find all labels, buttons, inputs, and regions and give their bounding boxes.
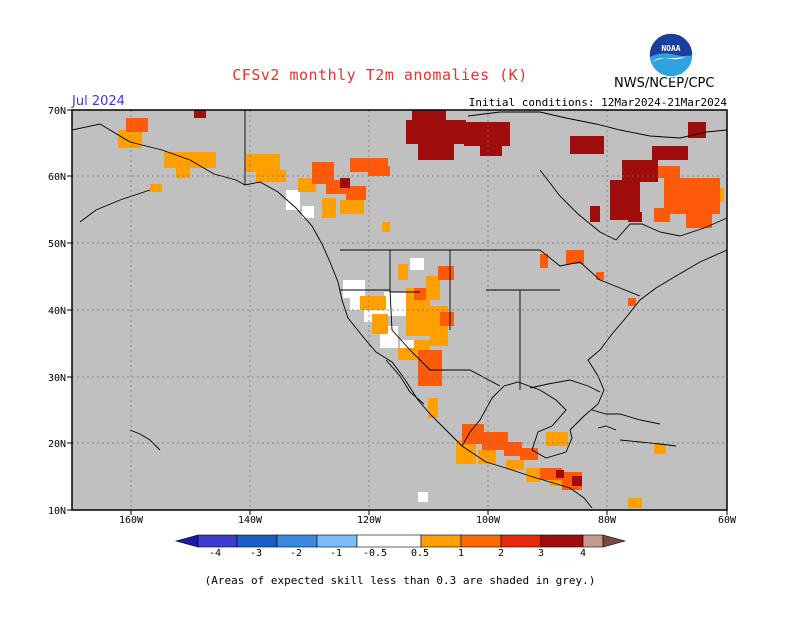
legend-swatch (356, 534, 422, 548)
legend-tick-label: -2 (290, 548, 302, 559)
legend-swatch (582, 534, 604, 548)
skill-footnote: (Areas of expected skill less than 0.3 a… (204, 574, 596, 587)
gridlines (72, 110, 727, 510)
lat-label: 20N (48, 439, 66, 450)
legend-tick-label: -0.5 (363, 548, 387, 559)
legend-swatch (197, 534, 238, 548)
legend-swatch (602, 534, 627, 548)
initial-conditions-label: Initial conditions: 12Mar2024-21Mar2024 (468, 96, 727, 109)
legend-tick-label: -4 (209, 548, 221, 559)
anomaly-2-3-patches (194, 110, 706, 486)
legend-swatch (540, 534, 584, 548)
lat-label: 70N (48, 106, 66, 117)
valid-month-label: Jul 2024 (72, 94, 125, 109)
legend-tick-label: 2 (498, 548, 504, 559)
lat-label: 10N (48, 506, 66, 517)
anomaly-map: 70N 60N 50N 40N 30N 20N 10N 160W 140W 12… (48, 106, 737, 526)
lat-label: 50N (48, 239, 66, 250)
color-legend: -4 -3 -2 -1 -0.5 0.5 1 2 3 4 (174, 534, 627, 559)
legend-tick-label: 4 (580, 548, 586, 559)
legend-swatch (316, 534, 358, 548)
lon-label: 120W (357, 515, 382, 526)
legend-tick-label: -1 (330, 548, 342, 559)
map-title: CFSv2 monthly T2m anomalies (K) (232, 66, 528, 84)
lat-label: 30N (48, 373, 66, 384)
legend-tick-label: -3 (250, 548, 262, 559)
legend-swatch (420, 534, 462, 548)
organization-label: NWS/NCEP/CPC (614, 76, 715, 91)
lon-label: 140W (238, 515, 263, 526)
legend-tick-label: 0.5 (411, 548, 429, 559)
legend-tick-label: 1 (458, 548, 464, 559)
lat-label: 40N (48, 306, 66, 317)
legend-swatch (174, 534, 199, 548)
logo-text: NOAA (661, 44, 680, 53)
coastlines (71, 110, 728, 509)
noaa-logo: NOAA (648, 32, 694, 78)
legend-swatch (236, 534, 278, 548)
legend-swatch (276, 534, 318, 548)
legend-swatch (500, 534, 542, 548)
lon-label: 100W (476, 515, 501, 526)
legend-swatch (460, 534, 502, 548)
lat-label: 60N (48, 172, 66, 183)
lon-label: 60W (718, 515, 737, 526)
lon-label: 80W (598, 515, 617, 526)
legend-tick-label: 3 (538, 548, 544, 559)
lon-label: 160W (119, 515, 144, 526)
seagull-icon (652, 54, 690, 62)
